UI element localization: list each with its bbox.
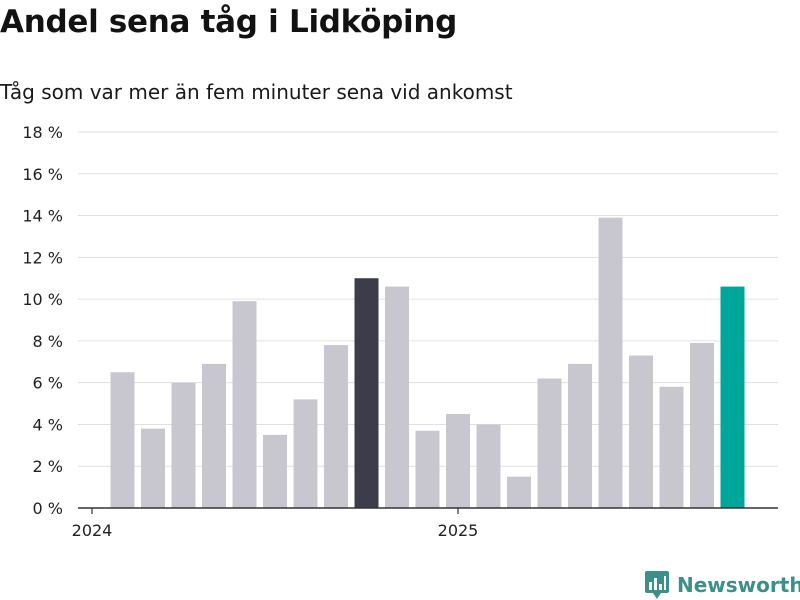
y-tick-label: 12 %	[22, 248, 63, 267]
y-tick-label: 0 %	[33, 499, 63, 518]
chart-title: Andel sena tåg i Lidköping	[0, 4, 458, 40]
y-tick-label: 10 %	[22, 290, 63, 309]
bars	[110, 217, 745, 508]
x-tick-label: 2025	[438, 521, 479, 540]
y-tick-label: 4 %	[33, 415, 63, 434]
bar-2024-06	[232, 301, 257, 508]
bar-2025-10	[720, 286, 745, 508]
y-tick-label: 16 %	[22, 165, 63, 184]
bar-2024-12	[415, 430, 440, 508]
bar-2025-02	[476, 424, 501, 508]
bar-2024-03	[141, 428, 165, 508]
y-tick-label: 14 %	[22, 207, 63, 226]
bar-2025-07	[629, 355, 653, 508]
axes: 0 % 2 % 4 % 6 % 8 % 10 % 12 % 14 % 16 % 18 % 2024 2…	[22, 123, 778, 540]
brand-name: Newsworthy	[677, 573, 800, 597]
bar-2025-03	[507, 476, 531, 508]
bar-2025-08	[659, 386, 684, 508]
bar-2024-04	[171, 382, 196, 508]
y-tick-label: 8 %	[33, 332, 63, 351]
newsworthy-icon	[645, 571, 669, 599]
bar-2025-06	[598, 217, 623, 508]
chart-subtitle: Tåg som var mer än fem minuter sena vid …	[0, 80, 513, 104]
bar-2024-09	[324, 345, 348, 508]
bar-2024-11	[385, 286, 409, 508]
bar-2024-05	[202, 363, 226, 508]
bar-2024-02	[110, 372, 135, 508]
y-tick-label: 18 %	[22, 123, 63, 142]
bar-2025-09	[690, 342, 714, 508]
x-tick-label: 2024	[72, 521, 113, 540]
bar-chart: 0 % 2 % 4 % 6 % 8 % 10 % 12 % 14 % 16 % 18 % 2024 2…	[22, 123, 778, 540]
grid-lines	[78, 131, 778, 467]
bar-2024-08	[293, 399, 318, 508]
bar-2025-04	[537, 378, 562, 508]
y-tick-label: 2 %	[33, 457, 63, 476]
bar-2025-01	[446, 414, 470, 508]
bar-2024-10	[354, 278, 379, 508]
bar-2025-05	[568, 363, 592, 508]
bar-2024-07	[263, 434, 287, 508]
y-tick-label: 6 %	[33, 374, 63, 393]
newsworthy-logo: Newsworthy	[644, 570, 800, 600]
